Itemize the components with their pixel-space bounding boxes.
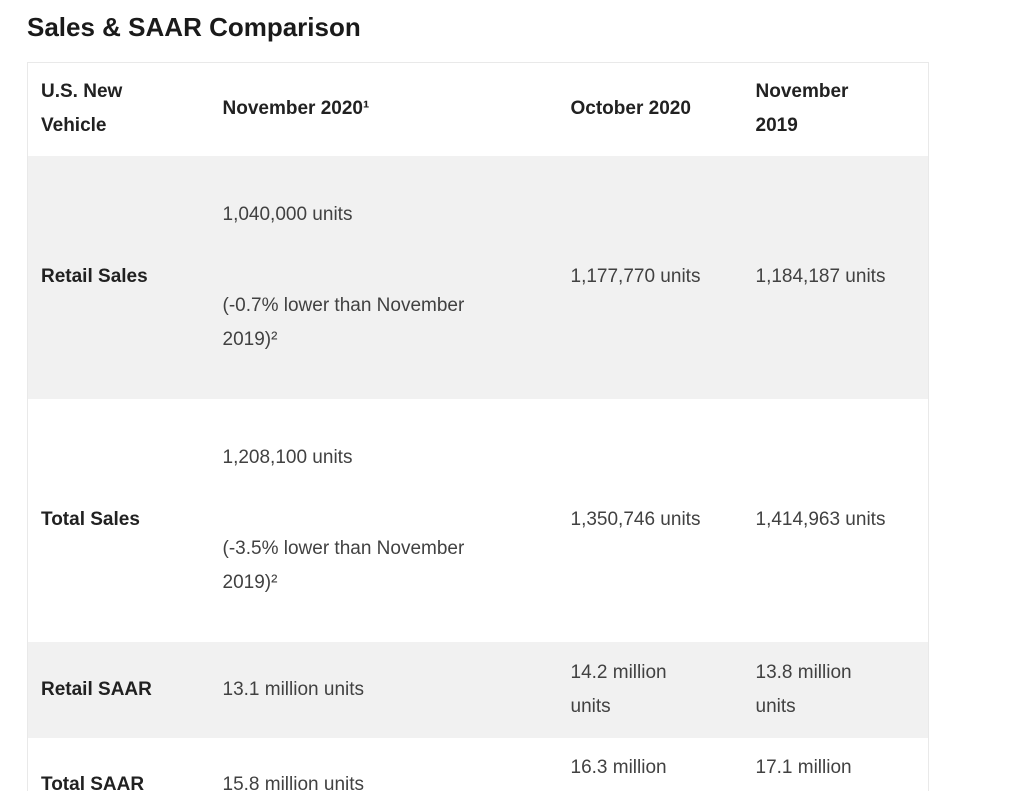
cell-total-saar-november-2019: 17.1 million units — [755, 756, 852, 791]
row-label-total-saar: Total SAAR — [41, 773, 145, 791]
cell-total-sales-november-2020: 1,208,100 units (-3.5% lower than Novemb… — [210, 399, 558, 642]
row-label-total-sales: Total Sales — [41, 509, 140, 530]
table-row-retail-sales: Retail Sales 1,040,000 units (-0.7% lowe… — [27, 155, 929, 399]
table-header-row: U.S. New Vehicle November 2020¹ October … — [27, 62, 929, 156]
sales-saar-comparison-table: U.S. New Vehicle November 2020¹ October … — [27, 62, 929, 791]
page-title: Sales & SAAR Comparison — [27, 12, 361, 42]
cell-retail-saar-october-2020: 14.2 million units — [570, 661, 667, 717]
cell-value: 1,040,000 units — [222, 203, 353, 225]
cell-retail-sales-november-2019: 1,184,187 units — [755, 266, 886, 287]
column-header-us-new-vehicle: U.S. New Vehicle — [41, 81, 123, 137]
cell-retail-saar-november-2020: 13.1 million units — [222, 678, 365, 700]
cell-total-sales-november-2019: 1,414,963 units — [755, 509, 886, 530]
cell-retail-sales-october-2020: 1,177,770 units — [570, 266, 701, 287]
table-row-retail-saar: Retail SAAR 13.1 million units 14.2 mill… — [27, 641, 929, 738]
cell-note: (-3.5% lower than November 2019)² — [222, 537, 465, 593]
row-label-retail-saar: Retail SAAR — [41, 678, 152, 700]
page: Sales & SAAR Comparison U.S. New Vehicle… — [0, 12, 1024, 791]
cell-value: 1,208,100 units — [222, 446, 353, 468]
cell-total-saar-november-2020: 15.8 million units — [222, 773, 365, 791]
column-header-october-2020: October 2020 — [570, 98, 691, 120]
table-row-total-saar: Total SAAR 15.8 million units 16.3 milli… — [28, 738, 929, 791]
cell-retail-sales-november-2020: 1,040,000 units (-0.7% lower than Novemb… — [210, 156, 558, 399]
row-label-retail-sales: Retail Sales — [41, 266, 148, 287]
cell-retail-saar-november-2019: 13.8 million units — [755, 661, 852, 717]
cell-total-saar-october-2020: 16.3 million units — [570, 756, 667, 791]
table-row-total-sales: Total Sales 1,208,100 units (-3.5% lower… — [28, 399, 929, 642]
cell-note: (-0.7% lower than November 2019)² — [222, 294, 465, 350]
column-header-november-2020: November 2020¹ — [222, 98, 370, 120]
cell-total-sales-october-2020: 1,350,746 units — [570, 509, 701, 530]
column-header-november-2019: November 2019 — [755, 81, 849, 137]
